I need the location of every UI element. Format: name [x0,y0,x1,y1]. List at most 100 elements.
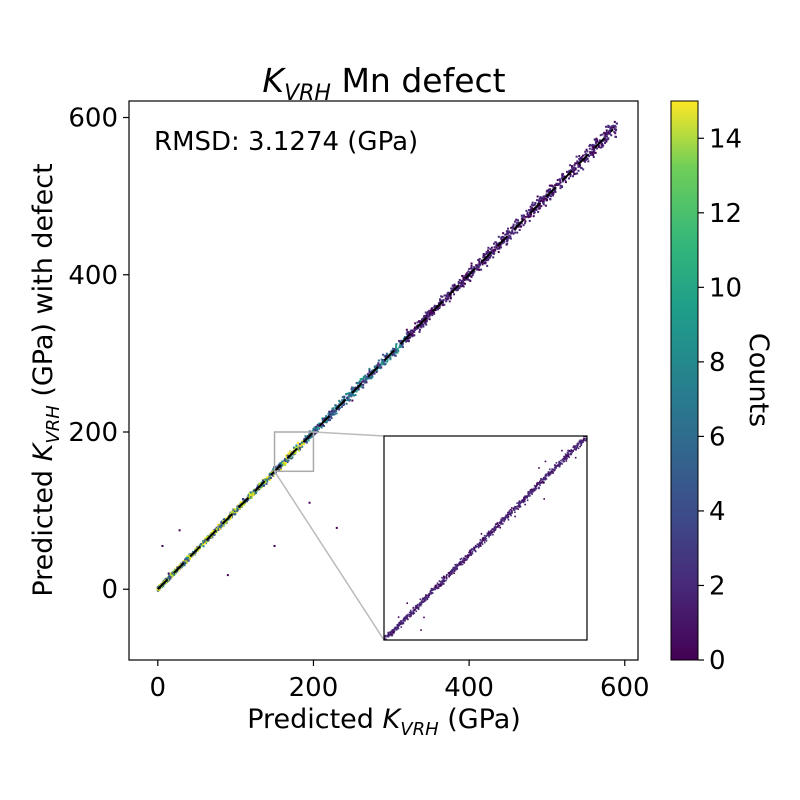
inset-scatter-point [519,501,522,504]
scatter-point [247,494,250,497]
scatter-point [522,224,525,227]
inset-scatter-point [578,440,581,443]
scatter-point [535,199,538,202]
scatter-point [453,284,456,287]
scatter-point [412,330,415,333]
inset-scatter-point [404,617,406,620]
scatter-point [389,358,392,361]
scatter-point [264,480,267,483]
scatter-point [530,207,533,210]
scatter-point [256,485,259,488]
inset-scatter-point [536,483,538,486]
scatter-point [509,237,512,240]
scatter-point [469,274,472,277]
scatter-point [498,247,501,250]
scatter-point [487,257,490,260]
scatter-point [247,495,250,498]
inset-scatter-point [529,492,531,495]
inset-scatter-point [531,490,534,493]
inset-scatter-point [442,577,445,580]
inset-scatter-point [569,449,572,452]
scatter-point [177,569,180,572]
inset-scatter-point [470,548,473,550]
scatter-point [393,348,396,351]
inset-scatter-point [545,473,547,476]
x-tick-label: 400 [444,673,494,703]
scatter-point [188,557,191,560]
inset-scatter-point [577,447,580,450]
scatter-point [461,283,464,286]
scatter-point [268,473,271,476]
scatter-point [386,354,389,357]
scatter-point [335,404,338,407]
scatter-point [601,133,604,136]
inset-scatter-point [564,458,566,461]
scatter-point [540,205,543,208]
inset-scatter-point [522,499,524,501]
scatter-point [471,268,474,271]
scatter-point [301,440,304,443]
scatter-point [296,441,299,444]
scatter-point [442,299,445,302]
inset-scatter-point [523,496,525,499]
scatter-point [375,371,378,374]
scatter-point [440,295,443,298]
inset-scatter-point [563,460,565,463]
inset-scatter-point [558,461,560,464]
inset-scatter-point [579,445,581,448]
inset-scatter-point [425,597,428,600]
scatter-point [350,395,353,398]
scatter-point [490,246,493,249]
scatter-point [572,175,575,178]
inset-scatter-point [527,491,530,493]
scatter-point [475,265,478,268]
scatter-point [462,276,465,279]
scatter-point [472,272,475,275]
inset-scatter-point [538,483,540,485]
reference-line [157,128,614,590]
scatter-point [483,254,486,257]
inset-frame [383,435,588,641]
scatter-point [475,267,478,270]
inset-scatter-point [482,538,484,540]
scatter-point [509,232,512,235]
inset-scatter-point [478,545,480,548]
inset-scatter-point [437,583,440,586]
scatter-point [434,309,437,312]
scatter-point [504,233,507,236]
inset-scatter-point [565,457,567,459]
inset-scatter-point [435,584,438,586]
inset-scatter-point [430,592,432,595]
scatter-point [420,324,423,327]
scatter-point [578,157,581,160]
inset-scatter-point [572,449,575,452]
scatter-point [335,526,338,529]
scatter-point [426,311,429,314]
inset-scatter-point [485,535,487,538]
scatter-point [511,229,514,232]
scatter-point [311,434,314,437]
scatter-point [500,237,503,240]
inset-scatter-point [493,528,496,531]
scatter-point [305,436,308,439]
scatter-point [273,472,276,475]
inset-scatter-point [387,635,390,638]
inset-scatter-point [507,517,509,519]
scatter-point [330,413,333,416]
scatter-point [516,231,519,234]
inset-scatter-point [415,607,418,610]
inset-scatter-point [467,556,469,559]
scatter-point [419,325,422,328]
inset-scatter-point [445,579,447,582]
inset-scatter-point [467,554,469,557]
scatter-point [505,232,508,235]
scatter-point [233,512,236,515]
scatter-point [507,227,510,230]
inset-scatter-point [531,493,533,496]
scatter-point [230,515,233,518]
inset-scatter-point [439,585,441,587]
inset-scatter-point [544,460,547,463]
scatter-point [603,131,606,134]
scatter-point [179,563,182,566]
inset-scatter-point [402,621,405,624]
